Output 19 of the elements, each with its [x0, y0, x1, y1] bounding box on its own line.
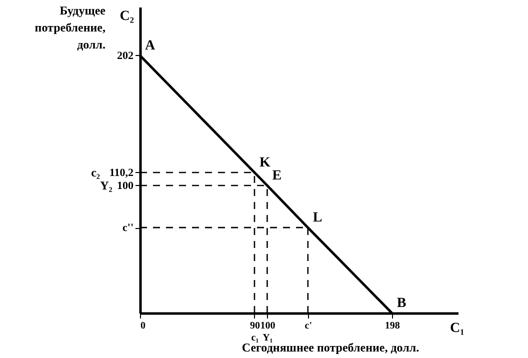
annotation: K [259, 155, 270, 170]
x-tick-label: c' [304, 320, 312, 332]
y-tick-label: c'' [122, 222, 134, 234]
text: C₂ [120, 9, 134, 24]
text: Y₂ [100, 178, 113, 192]
x-tick-label: 90 c₁ [250, 320, 260, 344]
annotation: E [272, 168, 282, 184]
text: c₂ [91, 165, 100, 180]
x-tick-label: 198 [384, 320, 400, 332]
y-axis-title: Будущее потребление, долл. [34, 4, 106, 52]
text: C₁ [450, 321, 464, 336]
x-tick-label: 0 [140, 320, 146, 332]
annotation: B [396, 296, 406, 311]
y-tick-label: 202 [117, 50, 134, 62]
annotation: L [312, 210, 322, 226]
x-tick-label: 100 Y₁ [260, 320, 276, 344]
y-tick-label: 110,2 [109, 166, 134, 179]
y-tick-label: 100 [117, 180, 134, 192]
annotation: A [145, 38, 156, 54]
